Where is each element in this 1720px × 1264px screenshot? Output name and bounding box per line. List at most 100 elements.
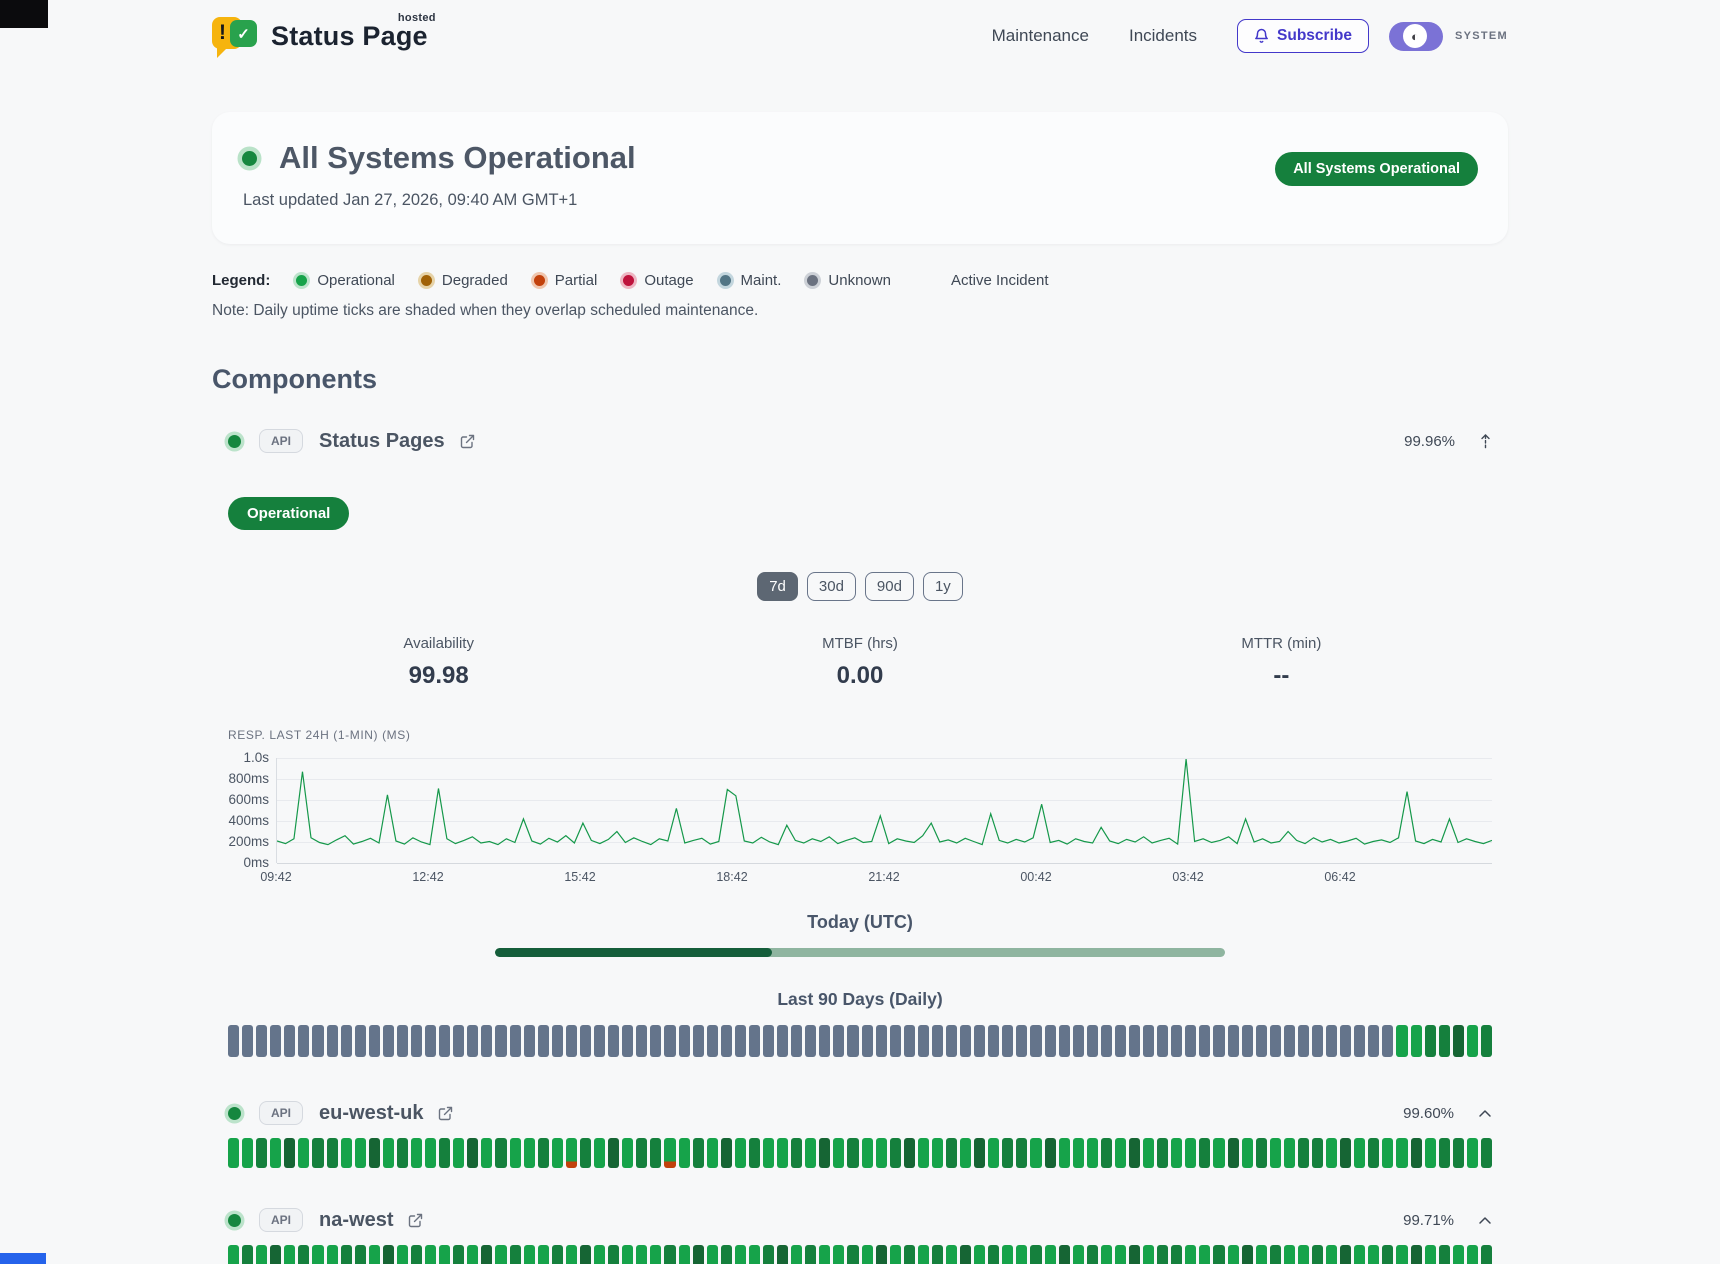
uptime-tick[interactable]	[425, 1245, 437, 1264]
uptime-tick[interactable]	[1354, 1025, 1366, 1057]
uptime-tick[interactable]	[1466, 1138, 1478, 1168]
uptime-tick[interactable]	[298, 1138, 310, 1168]
uptime-tick[interactable]	[960, 1025, 972, 1057]
uptime-tick[interactable]	[1143, 1138, 1155, 1168]
uptime-tick[interactable]	[1312, 1025, 1324, 1057]
uptime-tick[interactable]	[1100, 1025, 1112, 1057]
uptime-tick[interactable]	[1480, 1025, 1493, 1057]
brand[interactable]: ! ✓ Status Page hosted	[212, 12, 435, 58]
uptime-tick[interactable]	[1255, 1025, 1267, 1057]
uptime-tick[interactable]	[1086, 1138, 1098, 1168]
uptime-tick[interactable]	[354, 1138, 366, 1168]
uptime-tick[interactable]	[439, 1138, 451, 1168]
uptime-tick[interactable]	[298, 1025, 310, 1057]
uptime-tick[interactable]	[1368, 1138, 1380, 1168]
uptime-tick[interactable]	[762, 1245, 775, 1264]
uptime-tick[interactable]	[565, 1025, 577, 1057]
uptime-tick[interactable]	[1396, 1245, 1408, 1264]
uptime-tick[interactable]	[1466, 1025, 1478, 1057]
uptime-tick[interactable]	[1382, 1025, 1394, 1057]
uptime-tick[interactable]	[917, 1245, 929, 1264]
uptime-tick[interactable]	[1269, 1025, 1281, 1057]
uptime-tick[interactable]	[1044, 1245, 1056, 1264]
uptime-tick[interactable]	[1213, 1138, 1225, 1168]
uptime-tick[interactable]	[1396, 1025, 1408, 1057]
uptime-tick[interactable]	[481, 1245, 493, 1264]
uptime-tick[interactable]	[509, 1245, 521, 1264]
uptime-tick[interactable]	[411, 1138, 423, 1168]
uptime-tick[interactable]	[678, 1025, 690, 1057]
uptime-tick[interactable]	[1410, 1025, 1422, 1057]
uptime-tick[interactable]	[861, 1025, 873, 1057]
component-header[interactable]: API Status Pages 99.96%	[228, 429, 1492, 453]
uptime-tick[interactable]	[1086, 1025, 1098, 1057]
uptime-tick[interactable]	[1030, 1245, 1042, 1264]
uptime-tick[interactable]	[1044, 1025, 1056, 1057]
uptime-tick[interactable]	[1129, 1245, 1141, 1264]
uptime-tick[interactable]	[889, 1245, 901, 1264]
uptime-tick[interactable]	[1100, 1245, 1112, 1264]
uptime-tick[interactable]	[1297, 1138, 1310, 1168]
uptime-tick[interactable]	[425, 1025, 437, 1057]
uptime-tick[interactable]	[988, 1025, 1000, 1057]
uptime-tick[interactable]	[1480, 1245, 1493, 1264]
uptime-tick[interactable]	[312, 1025, 324, 1057]
uptime-tick[interactable]	[1199, 1138, 1211, 1168]
uptime-tick[interactable]	[1452, 1025, 1464, 1057]
uptime-tick[interactable]	[537, 1245, 549, 1264]
uptime-tick[interactable]	[1199, 1245, 1211, 1264]
uptime-tick[interactable]	[791, 1025, 803, 1057]
uptime-tick[interactable]	[1157, 1025, 1169, 1057]
uptime-tick[interactable]	[777, 1025, 789, 1057]
uptime-tick[interactable]	[706, 1138, 718, 1168]
uptime-tick[interactable]	[678, 1245, 690, 1264]
uptime-tick[interactable]	[411, 1245, 423, 1264]
uptime-tick[interactable]	[903, 1138, 915, 1168]
uptime-tick[interactable]	[340, 1025, 352, 1057]
uptime-tick[interactable]	[1312, 1245, 1324, 1264]
uptime-tick[interactable]	[396, 1245, 409, 1264]
uptime-tick[interactable]	[748, 1138, 760, 1168]
range-button-90d[interactable]: 90d	[864, 572, 914, 601]
uptime-tick[interactable]	[889, 1025, 901, 1057]
uptime-tick[interactable]	[974, 1138, 986, 1168]
uptime-tick[interactable]	[523, 1025, 535, 1057]
nav-link-maintenance[interactable]: Maintenance	[991, 26, 1089, 45]
uptime-tick[interactable]	[1129, 1025, 1141, 1057]
uptime-tick[interactable]	[1002, 1138, 1014, 1168]
uptime-tick[interactable]	[636, 1138, 648, 1168]
uptime-tick[interactable]	[312, 1138, 324, 1168]
uptime-tick[interactable]	[1171, 1025, 1183, 1057]
uptime-tick[interactable]	[579, 1025, 592, 1057]
uptime-tick[interactable]	[692, 1025, 704, 1057]
chevron-up-icon[interactable]	[1478, 1216, 1492, 1225]
uptime-tick[interactable]	[1241, 1245, 1253, 1264]
uptime-tick[interactable]	[650, 1025, 662, 1057]
uptime-tick[interactable]	[861, 1138, 873, 1168]
uptime-tick[interactable]	[622, 1138, 634, 1168]
uptime-tick[interactable]	[650, 1245, 662, 1264]
uptime-tick[interactable]	[636, 1245, 648, 1264]
chevron-up-icon[interactable]	[1478, 1109, 1492, 1118]
uptime-tick[interactable]	[706, 1025, 718, 1057]
external-link-icon[interactable]	[459, 433, 476, 450]
uptime-tick[interactable]	[551, 1138, 563, 1168]
uptime-tick[interactable]	[960, 1138, 972, 1168]
uptime-tick[interactable]	[242, 1138, 254, 1168]
uptime-tick[interactable]	[1030, 1138, 1042, 1168]
uptime-tick[interactable]	[523, 1138, 535, 1168]
uptime-tick[interactable]	[1157, 1245, 1169, 1264]
uptime-tick[interactable]	[875, 1245, 887, 1264]
external-link-icon[interactable]	[407, 1212, 424, 1229]
uptime-tick[interactable]	[565, 1245, 577, 1264]
uptime-tick[interactable]	[228, 1245, 240, 1264]
uptime-tick[interactable]	[720, 1025, 732, 1057]
uptime-tick[interactable]	[1368, 1025, 1380, 1057]
uptime-tick[interactable]	[1114, 1025, 1126, 1057]
uptime-tick[interactable]	[382, 1245, 394, 1264]
uptime-tick[interactable]	[228, 1025, 240, 1057]
uptime-tick[interactable]	[1382, 1138, 1394, 1168]
uptime-tick[interactable]	[1424, 1138, 1436, 1168]
uptime-tick[interactable]	[819, 1025, 831, 1057]
uptime-tick[interactable]	[1227, 1025, 1239, 1057]
